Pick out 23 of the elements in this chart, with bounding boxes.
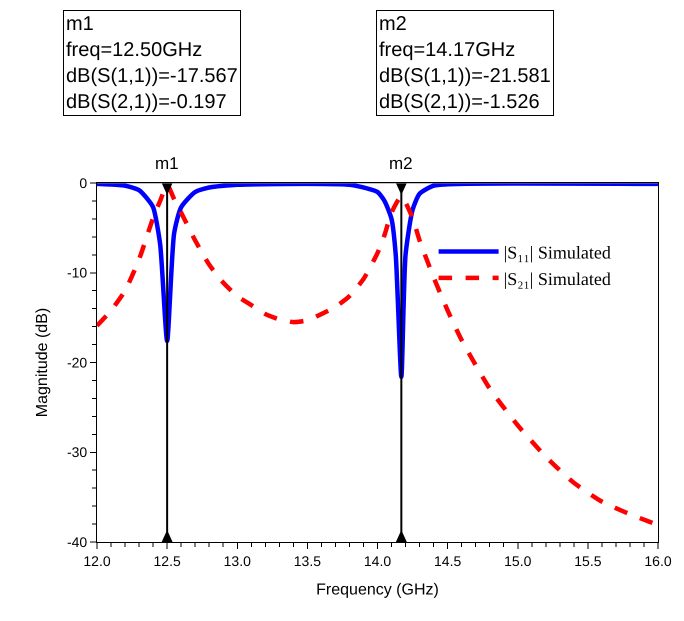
x-tick-label: 12.5 [154,552,181,569]
ref-line-label: m1 [155,154,179,173]
y-tick-label: -40 [66,534,88,550]
x-tick-label: 15.5 [574,552,602,569]
y-tick-label: -20 [66,354,88,370]
x-tick-label: 14.5 [434,552,462,569]
x-tick-label: 14.0 [364,552,392,569]
x-axis-title: Frequency (GHz) [316,582,439,598]
x-tick-label: 13.5 [294,552,322,569]
ref-line-label: m2 [389,154,413,173]
x-tick-label: 13.0 [224,552,252,569]
y-tick-label: -10 [66,264,88,281]
y-tick-label: 0 [79,174,88,191]
y-axis-title: Magnitude (dB) [34,308,51,418]
legend-label: |S₂₁| Simulated [504,268,611,289]
x-tick-label: 12.0 [83,552,111,569]
legend-label: |S₁₁| Simulated [504,242,611,262]
text: m1 freq=12.50GHz dB(S(1,1))=-17.567 dB(S(2,1))=-0.197 [66,13,238,113]
y-tick-label: -30 [66,444,88,460]
text: m2 freq=14.17GHz dB(S(1,1))=-21.581 dB(S(2,1))=-1.526 [379,13,551,113]
x-tick-label: 15.0 [504,552,532,569]
line-series [97,183,658,380]
x-tick-label: 16.0 [644,552,672,569]
